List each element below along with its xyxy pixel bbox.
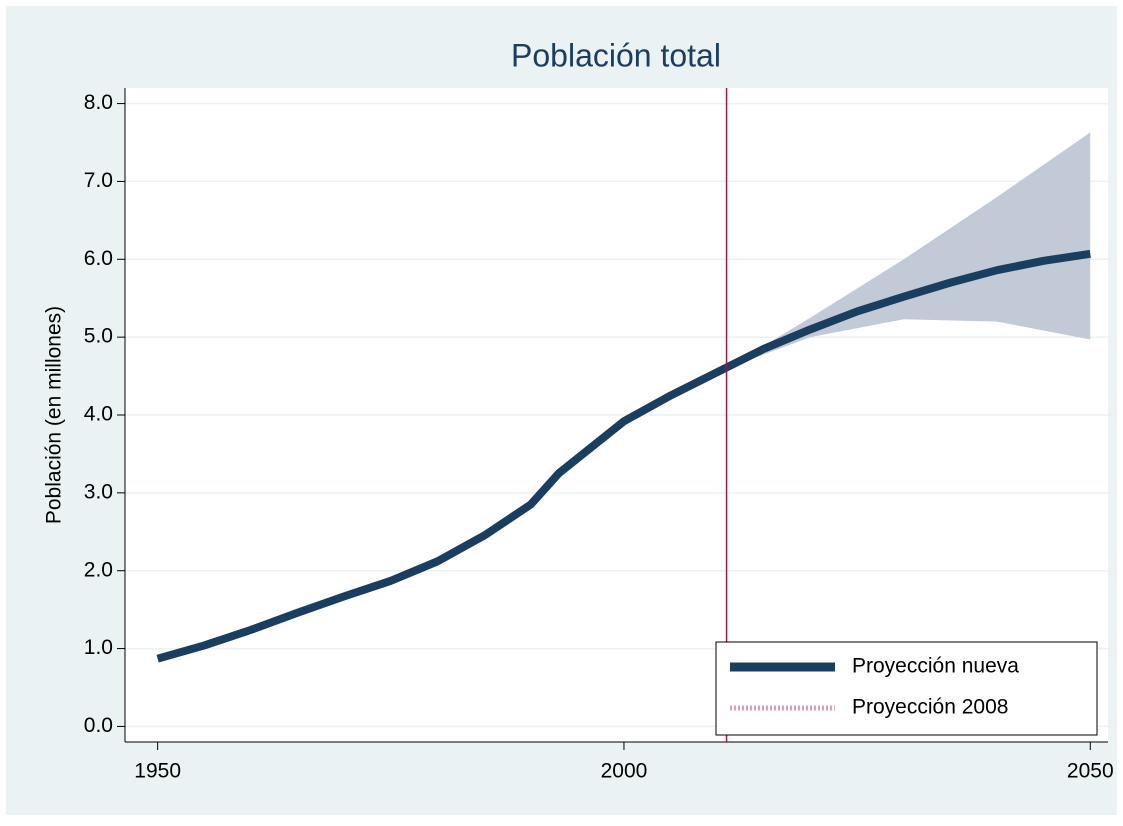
x-tick-label: 2000	[601, 760, 648, 783]
confidence-band	[726, 132, 1091, 369]
y-tick-label: 7.0	[84, 169, 113, 192]
y-tick-label: 6.0	[84, 247, 113, 270]
x-tick-label: 1950	[134, 760, 181, 783]
y-tick-label: 5.0	[84, 325, 113, 348]
y-axis-label: Población (en millones)	[43, 306, 66, 524]
series-line	[156, 249, 1091, 663]
y-tick-label: 2.0	[84, 558, 113, 581]
legend-label: Proyección 2008	[852, 696, 1008, 719]
legend-box	[715, 641, 1098, 736]
y-tick-label: 8.0	[84, 91, 113, 114]
legend-label: Proyección nueva	[852, 655, 1019, 678]
y-tick-label: 0.0	[84, 714, 113, 737]
x-tick-label: 2050	[1067, 760, 1114, 783]
chart-title: Población total	[511, 37, 721, 73]
y-tick-label: 1.0	[84, 636, 113, 659]
y-tick-label: 4.0	[84, 403, 113, 426]
y-tick-label: 3.0	[84, 480, 113, 503]
